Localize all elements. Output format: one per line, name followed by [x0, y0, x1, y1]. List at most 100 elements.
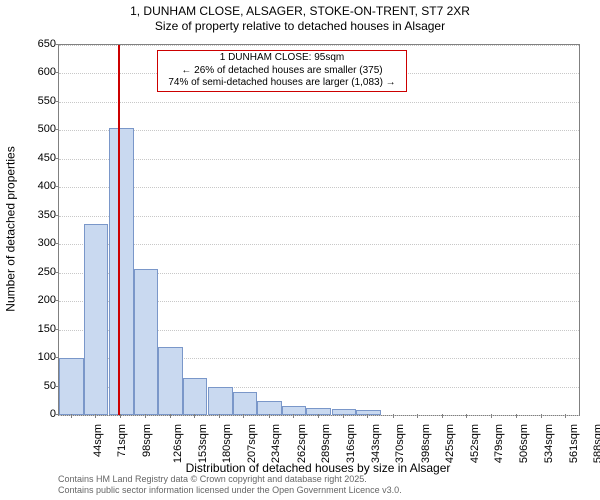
x-tick-label: 479sqm [493, 424, 505, 463]
x-tick-mark [343, 414, 344, 418]
y-tick-mark [54, 300, 58, 301]
y-tick-mark [54, 414, 58, 415]
gridline [59, 415, 579, 416]
y-tick-label: 100 [6, 351, 56, 363]
x-tick-label: 153sqm [197, 424, 209, 463]
x-tick-label: 289sqm [321, 424, 333, 463]
gridline [59, 159, 579, 160]
x-tick-label: 370sqm [394, 424, 406, 463]
x-tick-label: 343sqm [370, 424, 382, 463]
x-tick-mark [71, 414, 72, 418]
x-tick-label: 398sqm [420, 424, 432, 463]
reference-line [118, 45, 120, 415]
x-tick-label: 506sqm [518, 424, 530, 463]
x-tick-label: 71sqm [116, 424, 128, 457]
histogram-bar [134, 269, 159, 415]
y-tick-label: 250 [6, 266, 56, 278]
x-tick-label: 44sqm [92, 424, 104, 457]
y-tick-mark [54, 329, 58, 330]
y-tick-label: 0 [6, 408, 56, 420]
x-tick-mark [269, 414, 270, 418]
y-tick-label: 50 [6, 380, 56, 392]
x-tick-mark [120, 414, 121, 418]
y-tick-label: 350 [6, 209, 56, 221]
y-tick-label: 300 [6, 237, 56, 249]
chart-title-block: 1, DUNHAM CLOSE, ALSAGER, STOKE-ON-TRENT… [0, 4, 600, 34]
gridline [59, 216, 579, 217]
x-tick-label: 316sqm [345, 424, 357, 463]
gridline [59, 187, 579, 188]
y-tick-mark [54, 357, 58, 358]
title-line-2: Size of property relative to detached ho… [155, 19, 445, 33]
x-tick-label: 180sqm [222, 424, 234, 463]
title-line-1: 1, DUNHAM CLOSE, ALSAGER, STOKE-ON-TRENT… [130, 4, 470, 18]
x-tick-mark [466, 414, 467, 418]
x-tick-mark [516, 414, 517, 418]
y-tick-label: 500 [6, 123, 56, 135]
y-tick-label: 550 [6, 95, 56, 107]
x-tick-mark [293, 414, 294, 418]
histogram-bar [257, 401, 282, 415]
histogram-bar [208, 387, 233, 415]
y-tick-mark [54, 272, 58, 273]
y-axis-label: Number of detached properties [4, 146, 18, 311]
chart-plot-area: 1 DUNHAM CLOSE: 95sqm← 26% of detached h… [58, 44, 580, 416]
gridline [59, 102, 579, 103]
y-tick-mark [54, 243, 58, 244]
y-tick-mark [54, 101, 58, 102]
x-tick-mark [318, 414, 319, 418]
x-tick-mark [393, 414, 394, 418]
x-tick-label: 98sqm [141, 424, 153, 457]
chart-footer: Contains HM Land Registry data © Crown c… [58, 474, 402, 496]
y-tick-label: 600 [6, 66, 56, 78]
annotation-line-1: 1 DUNHAM CLOSE: 95sqm [220, 52, 344, 63]
x-tick-label: 588sqm [592, 424, 600, 463]
x-tick-mark [442, 414, 443, 418]
y-tick-mark [54, 186, 58, 187]
x-tick-mark [194, 414, 195, 418]
x-tick-mark [541, 414, 542, 418]
histogram-bar [233, 392, 258, 415]
annotation-line-3: 74% of semi-detached houses are larger (… [168, 77, 395, 88]
x-tick-mark [145, 414, 146, 418]
gridline [59, 45, 579, 46]
y-tick-label: 650 [6, 38, 56, 50]
histogram-bar [158, 347, 183, 415]
x-tick-mark [491, 414, 492, 418]
histogram-bar [356, 410, 381, 415]
x-tick-mark [170, 414, 171, 418]
y-tick-label: 400 [6, 180, 56, 192]
footer-line-2: Contains public sector information licen… [58, 485, 402, 495]
gridline [59, 244, 579, 245]
x-tick-mark [95, 414, 96, 418]
histogram-bar [84, 224, 109, 415]
annotation-box: 1 DUNHAM CLOSE: 95sqm← 26% of detached h… [157, 50, 407, 92]
x-tick-mark [417, 414, 418, 418]
x-tick-label: 425sqm [444, 424, 456, 463]
histogram-bar [183, 378, 208, 415]
x-tick-mark [219, 414, 220, 418]
x-tick-label: 452sqm [469, 424, 481, 463]
y-tick-mark [54, 44, 58, 45]
x-tick-mark [243, 414, 244, 418]
gridline [59, 130, 579, 131]
x-tick-label: 262sqm [296, 424, 308, 463]
x-tick-label: 126sqm [172, 424, 184, 463]
y-tick-mark [54, 215, 58, 216]
y-tick-label: 200 [6, 294, 56, 306]
y-tick-mark [54, 72, 58, 73]
histogram-bar [59, 358, 84, 415]
y-tick-mark [54, 386, 58, 387]
x-tick-mark [565, 414, 566, 418]
x-tick-mark [367, 414, 368, 418]
y-tick-mark [54, 129, 58, 130]
y-tick-label: 150 [6, 323, 56, 335]
y-tick-label: 450 [6, 152, 56, 164]
footer-line-1: Contains HM Land Registry data © Crown c… [58, 474, 367, 484]
x-tick-label: 234sqm [271, 424, 283, 463]
histogram-bar [332, 409, 357, 415]
x-tick-label: 207sqm [246, 424, 258, 463]
histogram-bar [109, 128, 134, 415]
y-tick-mark [54, 158, 58, 159]
x-tick-label: 561sqm [568, 424, 580, 463]
